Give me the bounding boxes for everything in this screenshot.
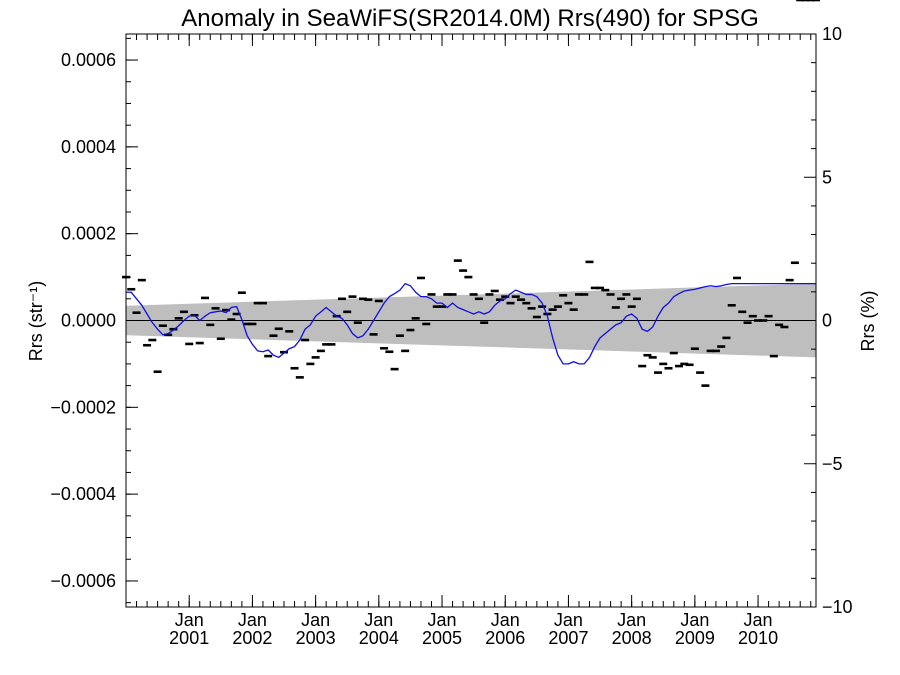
x-tick-label-year: 2009: [675, 628, 715, 648]
x-tick-label-month: Jan: [428, 610, 457, 630]
x-tick-label-month: Jan: [364, 610, 393, 630]
y-tick-label: −0.0002: [50, 397, 116, 417]
x-tick-label-year: 2008: [612, 628, 652, 648]
x-tick-label-month: Jan: [238, 610, 267, 630]
x-tick-label-month: Jan: [491, 610, 520, 630]
x-tick-label-year: 2010: [738, 628, 778, 648]
y2-tick-label: −10: [822, 597, 853, 617]
y2-tick-label: 10: [822, 24, 842, 44]
x-tick-label-month: Jan: [554, 610, 583, 630]
y-tick-label: 0.0002: [61, 224, 116, 244]
x-tick-label-month: Jan: [680, 610, 709, 630]
y-tick-label: −0.0004: [50, 484, 116, 504]
y-tick-label: −0.0006: [50, 571, 116, 591]
x-tick-label-month: Jan: [175, 610, 204, 630]
x-tick-label-month: Jan: [617, 610, 646, 630]
y-tick-label: 0.0004: [61, 137, 116, 157]
smoothed-anomaly-line: [126, 282, 816, 365]
y-tick-label: 0.0000: [61, 311, 116, 331]
chart-title: Anomaly in SeaWiFS(SR2014.0M) Rrs(490) f…: [181, 5, 759, 32]
x-tick-label-year: 2005: [422, 628, 462, 648]
x-tick-label-year: 2003: [296, 628, 336, 648]
x-tick-label-year: 2004: [359, 628, 399, 648]
x-tick-label-month: Jan: [744, 610, 773, 630]
y2-tick-label: 0: [822, 311, 832, 331]
x-tick-label-year: 2002: [232, 628, 272, 648]
x-tick-label-year: 2007: [548, 628, 588, 648]
y-tick-label: 0.0006: [61, 50, 116, 70]
x-tick-label-year: 2006: [485, 628, 525, 648]
y2-tick-label: −5: [822, 454, 843, 474]
x-tick-label-year: 2001: [169, 628, 209, 648]
axes: 0.0006 0.0004 0.0002 0.0000 −0.0002 −0.0004 −0…: [50, 24, 852, 648]
y2-tick-label: 5: [822, 167, 832, 187]
x-tick-label-month: Jan: [301, 610, 330, 630]
y-axis-label-left: Rrs (str⁻¹): [26, 281, 46, 361]
y-axis-label-right: Rrs (%): [858, 291, 878, 352]
